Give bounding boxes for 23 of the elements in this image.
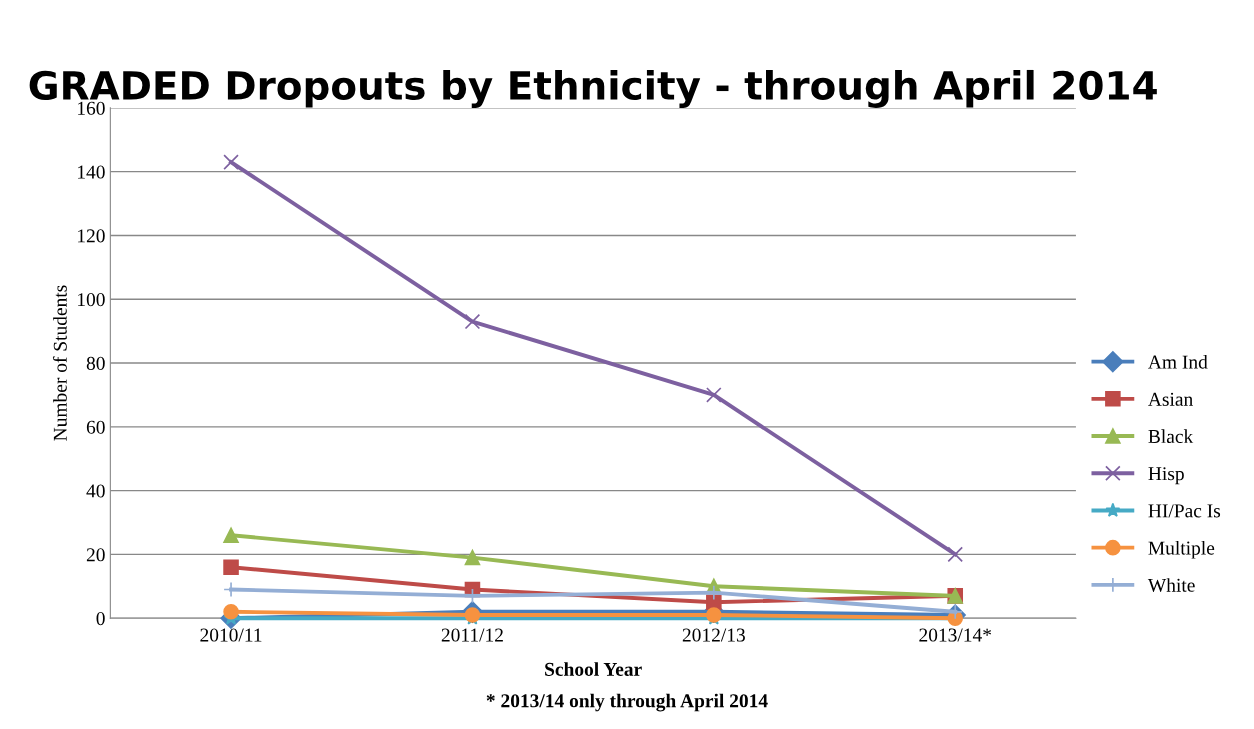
y-tick-label: 0 bbox=[96, 612, 105, 626]
x-tick-label: 2012/13 bbox=[682, 628, 745, 642]
legend-label: Black bbox=[1148, 429, 1194, 444]
legend-label: Multiple bbox=[1148, 540, 1215, 559]
legend-label: Asian bbox=[1148, 392, 1193, 406]
legend-label: Am Ind bbox=[1148, 354, 1208, 369]
x-tick-label: 2013/14* bbox=[919, 628, 992, 642]
x-tick-label: 2010/11 bbox=[200, 628, 262, 642]
y-tick-label: 100 bbox=[78, 293, 105, 307]
y-tick-label: 120 bbox=[78, 229, 105, 243]
x-axis-title: School Year bbox=[545, 662, 642, 676]
y-tick-label: 60 bbox=[86, 420, 105, 434]
legend-label: White bbox=[1147, 578, 1195, 592]
x-tick-label: 2011/12 bbox=[441, 628, 503, 642]
y-tick-label: 20 bbox=[86, 548, 105, 562]
legend-label: HI/Pac Is bbox=[1148, 504, 1221, 518]
y-tick-label: 160 bbox=[78, 101, 105, 115]
text: * 2013/14 only through April 2014 bbox=[486, 693, 768, 712]
y-tick-label: 80 bbox=[86, 356, 105, 370]
legend-label: Hisp bbox=[1148, 467, 1184, 485]
y-tick-label: 40 bbox=[86, 484, 105, 498]
y-axis-title: Number of Students bbox=[52, 285, 67, 441]
y-tick-label: 140 bbox=[78, 165, 105, 179]
